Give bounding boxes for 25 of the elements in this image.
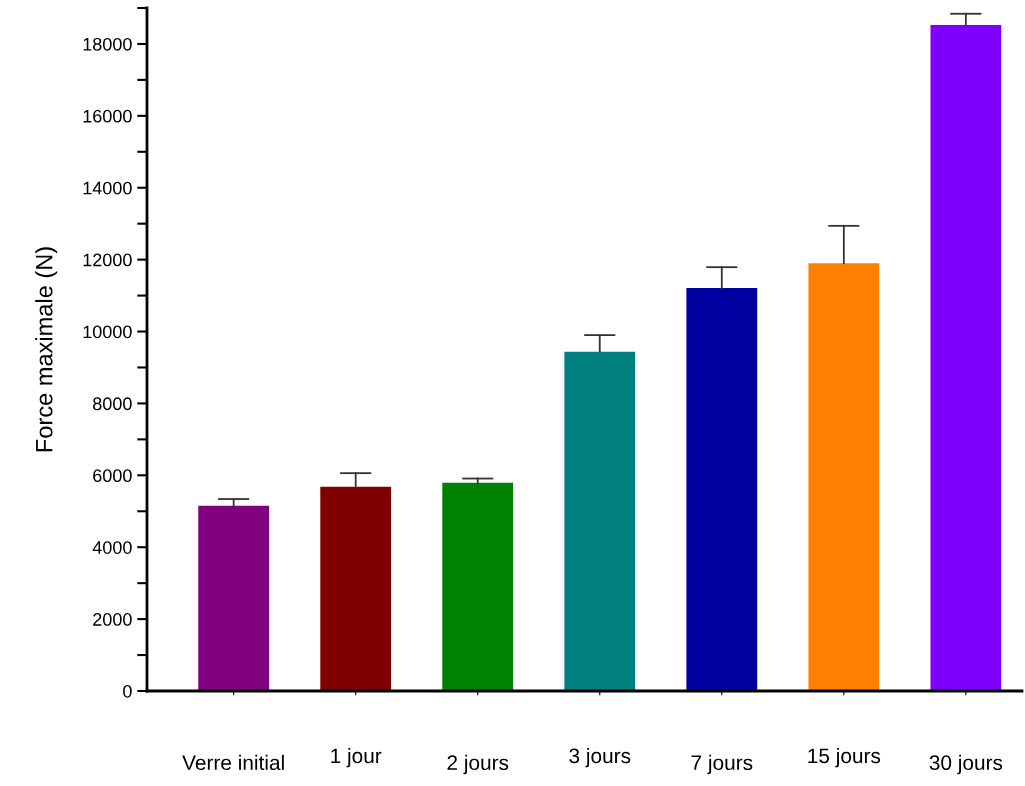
bar: [442, 482, 514, 691]
x-tick-label: 15 jours: [808, 747, 881, 768]
y-tick-label: 0: [123, 684, 132, 698]
y-tick-label: 2000: [93, 613, 132, 626]
y-tick-label: 10000: [83, 325, 132, 339]
x-tick-label: 3 jours: [569, 747, 631, 768]
x-tick-label: 30 jours: [929, 754, 1003, 775]
bar: [564, 351, 636, 691]
bar: [198, 505, 270, 691]
y-tick-label: 16000: [83, 109, 132, 123]
y-axis-title: Force maximale (N): [35, 247, 58, 452]
bar: [686, 288, 758, 691]
y-tick-label: 4000: [92, 541, 132, 554]
y-tick-label: 14000: [83, 181, 132, 195]
y-tick-label: 6000: [93, 469, 132, 483]
bar: [808, 263, 880, 691]
bar: [930, 24, 1002, 691]
y-tick-label: 8000: [93, 397, 132, 411]
x-tick-label: Verre initial: [182, 754, 284, 771]
x-tick-label: 2 jours: [447, 754, 509, 775]
y-tick-label: 12000: [83, 253, 132, 267]
y-tick-label: 18000: [83, 37, 132, 51]
x-tick-label: 7 jours: [691, 754, 753, 775]
bar: [320, 486, 392, 691]
x-tick-label: 1 jour: [331, 747, 382, 768]
